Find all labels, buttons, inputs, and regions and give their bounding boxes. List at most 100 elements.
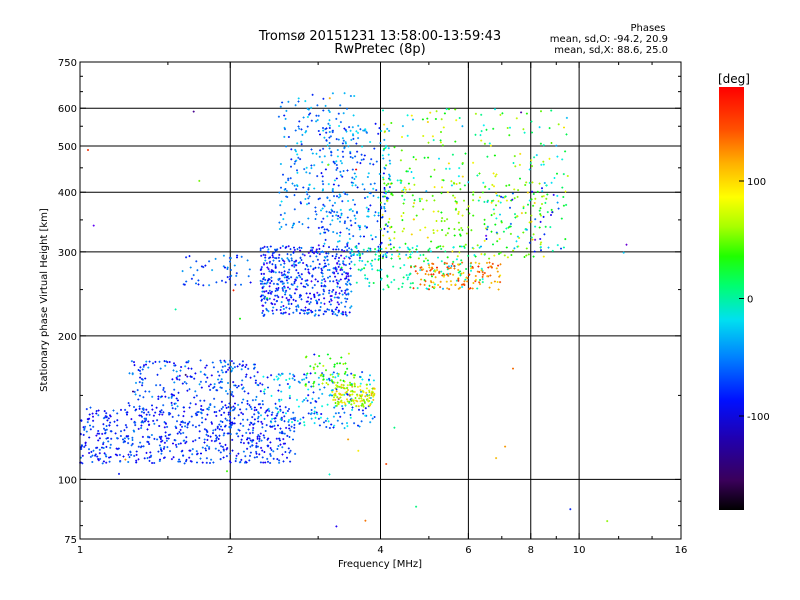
data-point <box>410 253 411 256</box>
data-point <box>262 278 264 281</box>
data-point <box>339 415 341 418</box>
data-point <box>291 283 293 286</box>
data-point <box>293 222 295 225</box>
data-point <box>343 139 345 142</box>
data-point <box>264 392 265 395</box>
data-point <box>172 415 174 418</box>
data-point <box>332 204 334 207</box>
data-point <box>341 175 343 178</box>
data-point <box>295 150 297 153</box>
data-point <box>349 262 350 265</box>
data-point <box>325 419 327 422</box>
data-point <box>342 386 344 389</box>
data-point <box>209 403 211 406</box>
data-point <box>193 396 195 399</box>
data-point <box>223 359 225 362</box>
data-point <box>275 271 277 274</box>
data-point <box>161 395 163 398</box>
data-point <box>252 399 254 402</box>
data-point <box>334 275 336 278</box>
data-point <box>338 138 340 141</box>
data-point <box>292 224 294 227</box>
data-point <box>386 127 388 130</box>
data-points <box>79 92 628 528</box>
data-point <box>264 295 266 298</box>
data-point <box>245 375 247 378</box>
data-point <box>289 436 290 438</box>
data-point <box>372 395 374 398</box>
data-point <box>456 279 458 282</box>
data-point <box>297 272 299 274</box>
data-point <box>383 138 385 141</box>
data-point <box>178 458 180 461</box>
data-point <box>368 172 370 175</box>
data-point <box>178 391 179 394</box>
data-point <box>296 398 298 401</box>
data-point <box>268 292 269 295</box>
data-point <box>228 413 230 416</box>
data-point <box>196 461 198 464</box>
data-point <box>342 155 344 158</box>
data-point <box>271 394 272 397</box>
data-point <box>291 421 293 424</box>
data-point <box>373 147 375 150</box>
data-point <box>300 282 302 285</box>
data-point <box>84 427 85 430</box>
data-point <box>196 269 198 272</box>
data-point <box>358 242 360 245</box>
data-point <box>322 251 324 254</box>
data-point <box>333 272 335 275</box>
data-point <box>323 231 325 234</box>
data-point <box>338 112 340 115</box>
data-point <box>97 458 99 460</box>
data-point <box>300 202 302 205</box>
data-point <box>360 395 361 398</box>
data-point <box>251 408 253 410</box>
data-point <box>311 311 313 314</box>
data-point <box>352 182 354 184</box>
data-point <box>236 386 238 389</box>
data-point <box>242 398 244 401</box>
data-point <box>305 383 307 386</box>
data-point <box>328 136 330 139</box>
data-point <box>318 198 319 201</box>
data-point <box>331 309 333 312</box>
data-point <box>347 200 349 202</box>
data-point <box>293 282 295 285</box>
data-point <box>127 442 129 445</box>
data-point <box>233 384 235 387</box>
data-point <box>196 411 198 414</box>
data-point <box>334 381 335 384</box>
data-point <box>336 253 338 256</box>
data-point <box>250 406 252 408</box>
data-point <box>197 279 199 282</box>
data-point <box>178 431 180 433</box>
data-point <box>342 293 344 296</box>
data-point <box>327 122 329 125</box>
data-point <box>267 460 269 463</box>
data-point <box>329 142 331 144</box>
data-point <box>174 402 176 405</box>
data-point <box>257 445 259 448</box>
data-point <box>206 444 208 447</box>
data-point <box>324 242 325 245</box>
data-point <box>192 424 194 427</box>
data-point <box>184 283 186 286</box>
data-point <box>221 369 223 372</box>
data-point <box>126 411 128 414</box>
data-point <box>308 308 310 311</box>
data-point <box>355 184 357 187</box>
data-point <box>85 441 87 444</box>
data-point <box>311 409 313 411</box>
data-point <box>208 260 210 263</box>
data-point <box>95 412 97 415</box>
data-point <box>148 424 150 426</box>
data-point <box>223 448 225 451</box>
data-point <box>271 290 273 293</box>
data-point <box>264 411 266 414</box>
data-point <box>103 417 105 420</box>
data-point <box>377 132 379 135</box>
data-point <box>340 379 342 382</box>
data-point <box>312 385 314 388</box>
